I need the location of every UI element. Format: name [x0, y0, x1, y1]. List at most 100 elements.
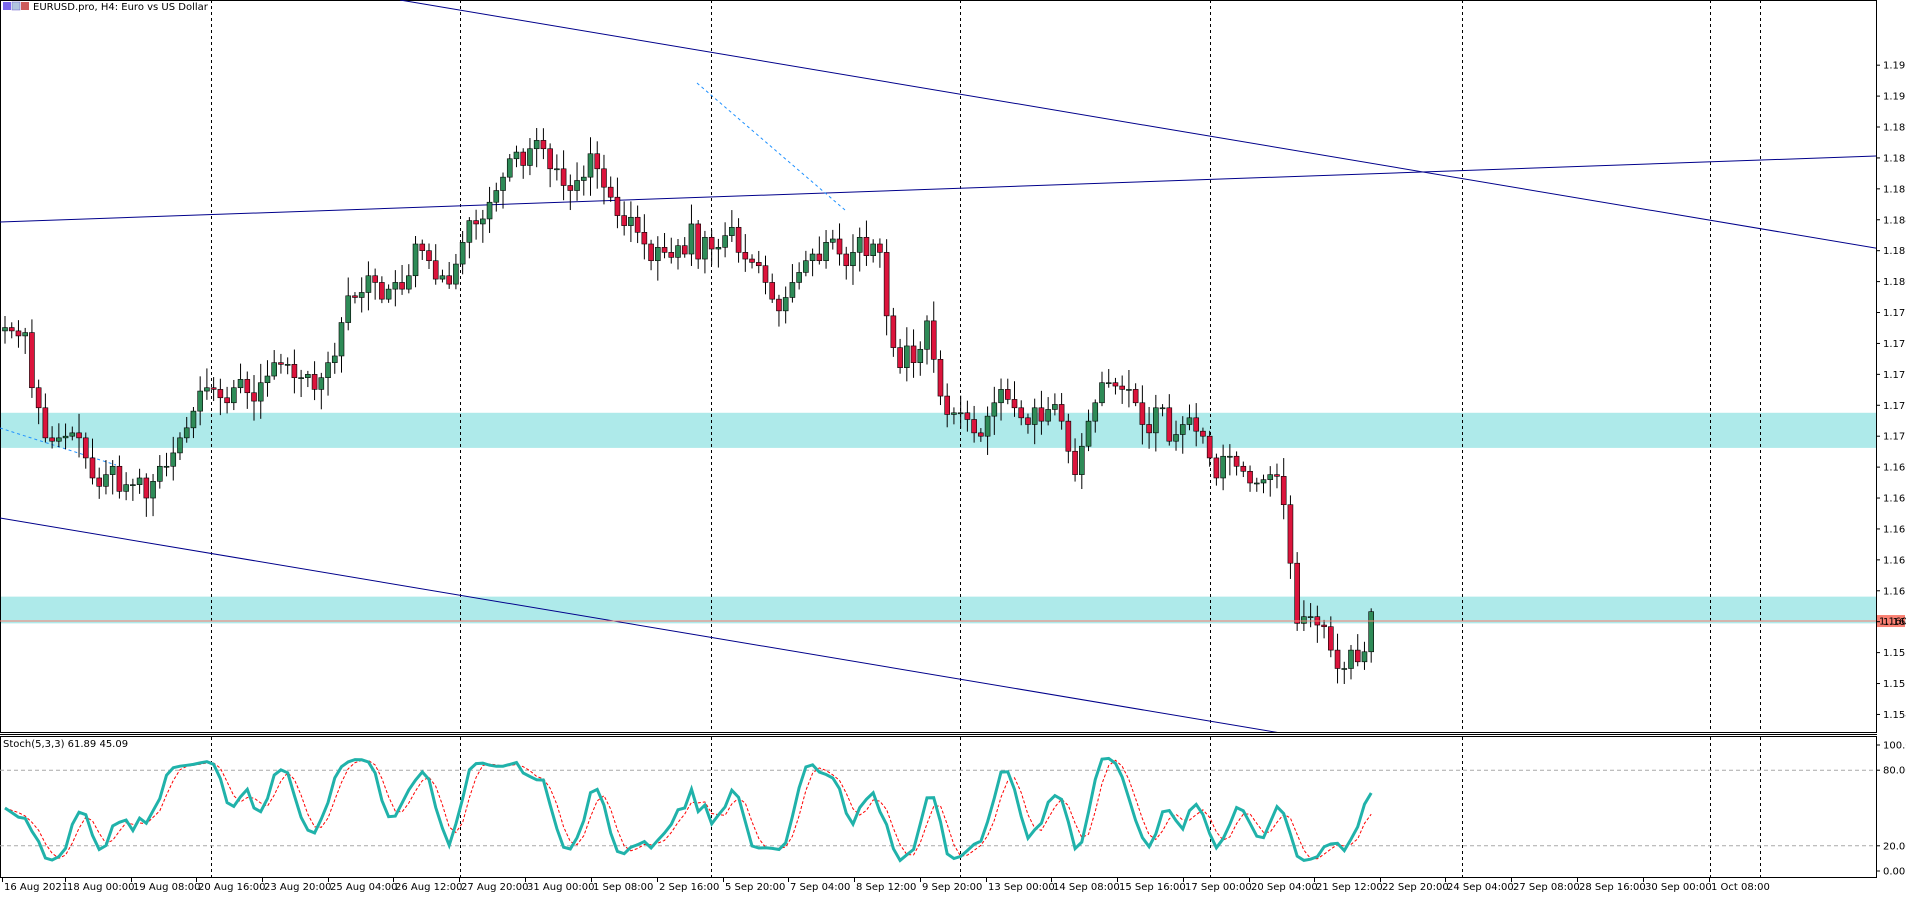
candle: [1186, 404, 1193, 431]
candle-body: [695, 223, 701, 260]
candle-body: [897, 347, 903, 368]
candle: [574, 162, 580, 201]
candle-body: [796, 272, 802, 283]
candle-body: [843, 253, 850, 267]
trendlines: [0, 0, 1905, 748]
candle: [1294, 552, 1300, 631]
candle: [1092, 399, 1099, 433]
candle: [816, 236, 823, 265]
x-tick-label: 28 Sep 16:00: [1579, 882, 1646, 893]
price-axis: 1.19350 1.19165 1.18980 1.18795 1.18610 1.184…: [1876, 61, 1906, 721]
candle: [668, 237, 675, 264]
candle-body: [1186, 417, 1193, 425]
candle-body: [163, 465, 170, 468]
y-tick-label: 1.16575: [1883, 524, 1906, 535]
candle-body: [978, 432, 984, 437]
candle: [998, 378, 1004, 421]
candle: [634, 205, 641, 244]
candle-body: [365, 275, 372, 293]
dashed-connector-2[interactable]: [696, 82, 846, 211]
candle-body: [1253, 482, 1260, 485]
candle-body: [917, 348, 924, 363]
candle-body: [284, 364, 291, 366]
candle-body: [661, 247, 668, 253]
candle: [1341, 661, 1348, 685]
candle-body: [372, 275, 378, 283]
candle-body: [480, 218, 486, 225]
candle-body: [1260, 479, 1267, 484]
candle-body: [823, 242, 829, 262]
candle: [796, 262, 802, 290]
candle: [480, 209, 486, 243]
candle: [298, 369, 304, 398]
candle: [1038, 390, 1045, 435]
candle: [325, 351, 331, 396]
vertical-grid: [211, 0, 1761, 877]
candle-body: [863, 237, 870, 256]
candle-body: [1220, 455, 1226, 479]
candle: [1072, 438, 1078, 482]
horizontal-trendline[interactable]: [0, 155, 1905, 223]
upper-channel-line[interactable]: [399, 0, 1905, 253]
candle-body: [1126, 389, 1132, 391]
candle-body: [466, 220, 473, 243]
candle-body: [984, 415, 991, 437]
candle: [399, 265, 405, 295]
candle: [170, 436, 177, 481]
x-tick-label: 19 Aug 08:00: [133, 882, 200, 893]
chart-icon-1: [3, 2, 11, 10]
candle: [506, 154, 513, 182]
candle-body: [675, 245, 681, 258]
candle: [762, 255, 769, 295]
candle: [22, 327, 28, 354]
candle: [580, 165, 587, 196]
candle: [459, 230, 466, 275]
candle-body: [130, 484, 136, 486]
candle-body: [136, 477, 143, 485]
candle: [1058, 393, 1065, 430]
candle: [123, 472, 129, 501]
candle: [803, 250, 809, 277]
candle: [217, 378, 224, 416]
candle: [109, 460, 116, 495]
candle: [35, 379, 42, 425]
candle-body: [735, 226, 742, 253]
candle-body: [1025, 417, 1031, 425]
candle: [372, 268, 378, 300]
x-tick-label: 14 Sep 08:00: [1053, 882, 1120, 893]
x-tick-label: 18 Aug 00:00: [67, 882, 134, 893]
candle: [82, 432, 89, 469]
candle-body: [405, 275, 412, 290]
candle: [1280, 458, 1287, 520]
candle-body: [1348, 649, 1354, 669]
candle-body: [1146, 424, 1152, 434]
candle: [1119, 375, 1125, 404]
candle-body: [782, 297, 789, 312]
candle-body: [109, 465, 116, 475]
candle-body: [803, 260, 809, 273]
lower-channel-line[interactable]: [0, 517, 1370, 748]
candle-body: [668, 252, 675, 258]
x-tick-label: 1 Sep 08:00: [593, 882, 653, 893]
candle: [89, 438, 96, 485]
candle-body: [1058, 404, 1065, 422]
candle: [863, 220, 870, 266]
candle-body: [1307, 616, 1314, 618]
candle: [904, 327, 910, 382]
dashed-connector-1[interactable]: [0, 427, 117, 466]
candle: [271, 350, 278, 380]
candle-body: [1011, 399, 1018, 409]
candle-body: [439, 275, 446, 280]
candle-body: [870, 243, 876, 256]
candle-body: [1018, 407, 1025, 419]
candle-body: [1206, 435, 1213, 459]
candle: [877, 238, 883, 268]
candle-body: [379, 282, 385, 300]
candle-body: [453, 263, 459, 285]
y-tick-label: 1.16760: [1883, 494, 1906, 505]
candle: [331, 342, 338, 374]
candle-body: [769, 282, 776, 300]
candle-body: [520, 151, 527, 166]
candle: [883, 239, 890, 336]
